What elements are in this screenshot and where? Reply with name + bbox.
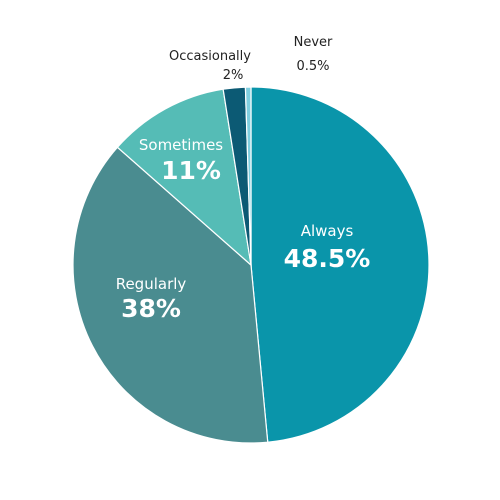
pie-slices bbox=[72, 86, 430, 444]
slice-label-never: Never bbox=[294, 35, 333, 50]
slice-value-regularly: 38% bbox=[121, 294, 181, 323]
pie-slice-never bbox=[244, 86, 252, 266]
slice-value-always: 48.5% bbox=[284, 244, 371, 273]
slice-label-occasionally: Occasionally bbox=[169, 49, 251, 64]
slice-label-sometimes: Sometimes bbox=[139, 136, 223, 154]
slice-label-regularly: Regularly bbox=[116, 275, 187, 293]
pie-slice-always bbox=[250, 86, 430, 443]
pie-slice-regularly bbox=[72, 146, 269, 444]
slice-label-always: Always bbox=[301, 222, 354, 240]
slice-value-occasionally: 2% bbox=[223, 68, 244, 83]
slice-value-never: 0.5% bbox=[296, 59, 329, 74]
slice-value-sometimes: 11% bbox=[161, 156, 221, 185]
pie-slice-sometimes bbox=[116, 88, 252, 267]
